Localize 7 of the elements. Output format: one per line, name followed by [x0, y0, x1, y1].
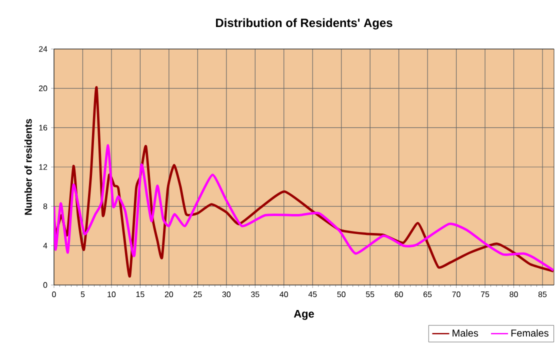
chart-title: Distribution of Residents' Ages — [216, 18, 392, 30]
legend-label: Females — [511, 329, 548, 337]
x-axis-title: Age — [294, 310, 314, 320]
legend-label: Males — [452, 329, 478, 337]
line-series — [54, 86, 554, 278]
line-series — [54, 144, 554, 272]
y-axis-title: Number of residents — [24, 118, 32, 215]
